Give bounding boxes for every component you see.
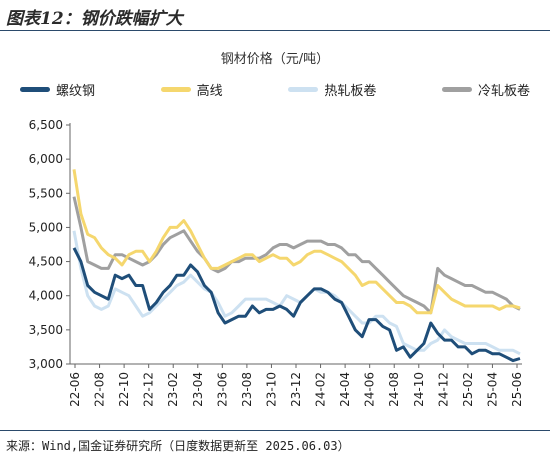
series-line-wire-rod xyxy=(72,169,521,315)
x-tick-label: 25-04 xyxy=(485,372,499,407)
x-tick-label: 22-08 xyxy=(93,372,107,407)
legend-item-wire-rod: 高线 xyxy=(160,80,223,99)
x-tick-label: 24-08 xyxy=(387,372,401,407)
legend-label-wire-rod: 高线 xyxy=(196,84,223,99)
x-tick-label: 24-10 xyxy=(412,372,426,407)
x-tick-label: 24-04 xyxy=(338,372,352,407)
y-tick-label: 3,000 xyxy=(29,357,63,371)
y-tick-label: 6,000 xyxy=(29,152,63,166)
x-tick-label: 25-06 xyxy=(510,372,524,407)
x-tick-label: 23-12 xyxy=(289,372,303,407)
y-tick-label: 6,500 xyxy=(29,118,63,132)
y-tick-label: 3,500 xyxy=(29,323,63,337)
x-tick-label: 22-06 xyxy=(68,372,82,407)
series-line-hot-rolled xyxy=(72,230,521,356)
series-line-rebar xyxy=(72,247,521,363)
y-tick-label: 4,500 xyxy=(29,255,63,269)
legend-label-rebar: 螺纹钢 xyxy=(56,84,96,99)
bottom-rule xyxy=(0,430,550,431)
legend-item-hot-rolled: 热轧板卷 xyxy=(288,80,376,99)
legend-swatch-hot-rolled xyxy=(288,87,319,92)
x-tick-label: 24-12 xyxy=(436,372,450,407)
legend-item-rebar: 螺纹钢 xyxy=(20,80,95,99)
x-tick-label: 22-10 xyxy=(117,372,131,407)
legend-swatch-cold-rolled xyxy=(441,87,472,92)
x-tick-label: 23-08 xyxy=(240,372,254,407)
x-tick-label: 23-06 xyxy=(215,372,229,407)
x-tick-label: 23-10 xyxy=(264,372,278,407)
source-note: 来源：Wind,国金证券研究所（日度数据更新至 2025.06.03） xyxy=(6,439,350,453)
legend-swatch-rebar xyxy=(20,87,50,92)
x-tick-label: 23-02 xyxy=(166,372,180,407)
y-tick-label: 5,500 xyxy=(29,186,63,200)
top-rule xyxy=(0,30,550,31)
legend-swatch-wire-rod xyxy=(160,87,191,92)
x-tick-label: 24-02 xyxy=(314,372,328,407)
x-tick-label: 23-04 xyxy=(191,372,205,407)
y-tick-label: 5,000 xyxy=(29,220,63,234)
legend-label-hot-rolled: 热轧板卷 xyxy=(324,84,377,99)
chart-title: 钢材价格（元/吨） xyxy=(220,52,330,67)
y-tick-label: 4,000 xyxy=(29,289,63,303)
x-tick-label: 25-02 xyxy=(461,372,475,407)
legend-item-cold-rolled: 冷轧板卷 xyxy=(441,80,530,99)
figure-title: 图表12：钢价跌幅扩大 xyxy=(6,9,183,29)
series-line-cold-rolled xyxy=(72,196,521,315)
x-tick-label: 24-06 xyxy=(363,372,377,407)
legend: 螺纹钢 高线 热轧板卷 冷轧板卷 xyxy=(20,80,530,99)
legend-label-cold-rolled: 冷轧板卷 xyxy=(477,84,530,99)
x-tick-label: 22-12 xyxy=(142,372,156,407)
